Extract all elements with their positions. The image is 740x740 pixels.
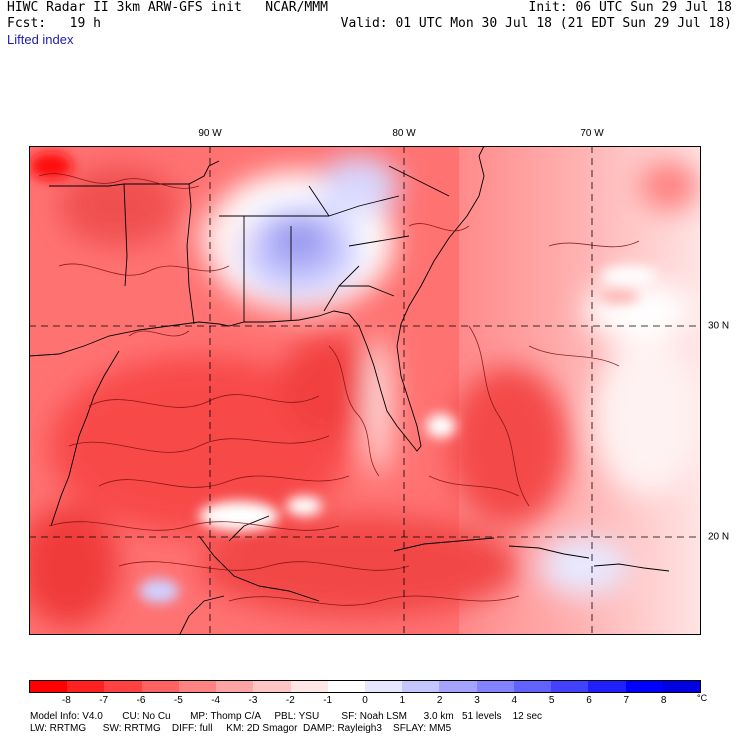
lon-label-80w: 80 W <box>392 128 416 139</box>
model-info-line-2: LW: RRTMG SW: RRTMG DIFF: full KM: 2D Sm… <box>30 723 452 734</box>
lat-label-30n: 30 N <box>708 320 730 332</box>
colorbar-box <box>30 681 68 692</box>
colorbar-tick-label: 1 <box>399 695 406 706</box>
colorbar-tick-label: 6 <box>586 695 592 706</box>
colorbar-box <box>253 681 291 692</box>
lon-label-70w: 70 W <box>580 128 604 139</box>
colorbar-box <box>662 681 700 692</box>
init-time: Init: 06 UTC Sun 29 Jul 18 <box>528 0 733 15</box>
colorbar-box <box>178 681 217 692</box>
colorbar <box>29 680 701 693</box>
colorbar-tick-label: -3 <box>248 695 258 706</box>
contour-lines <box>38 173 640 606</box>
colorbar-tick-label: 3 <box>474 695 480 706</box>
colorbar-box <box>625 681 663 692</box>
colorbar-tick-label: 8 <box>660 695 667 706</box>
colorbar-box <box>588 681 626 692</box>
colorbar-tick-label: -4 <box>211 695 221 706</box>
colorbar-box <box>290 681 328 692</box>
valid-time: Valid: 01 UTC Mon 30 Jul 18 (21 EDT Sun … <box>340 16 732 31</box>
chart-title: HIWC Radar II 3km ARW-GFS init NCAR/MMM <box>7 0 328 15</box>
colorbar-tick-label: -1 <box>323 695 333 706</box>
forecast-hour: Fcst: 19 h <box>7 16 101 31</box>
colorbar-tick-label: 2 <box>436 695 443 706</box>
colorbar-box <box>216 681 254 692</box>
colorbar-box <box>402 681 440 692</box>
colorbar-tick-label: -2 <box>285 695 295 706</box>
lon-label-90w: 90 W <box>198 128 222 139</box>
colorbar-box <box>104 681 142 692</box>
colorbar-box <box>551 681 589 692</box>
map-field <box>29 146 701 635</box>
colorbar-box <box>476 681 514 692</box>
lifted-index-map <box>29 146 701 635</box>
map-frame <box>29 146 701 635</box>
coastlines-and-borders <box>29 146 670 635</box>
colorbar-tick-label: -6 <box>136 695 146 706</box>
colorbar-box <box>439 681 477 692</box>
colorbar-unit: °C <box>697 693 708 703</box>
colorbar-box <box>327 681 365 692</box>
colorbar-tick-label: 5 <box>548 695 555 706</box>
lat-lon-grid <box>29 146 701 635</box>
colorbar-tick-label: -5 <box>173 695 183 706</box>
colorbar-tick-label: 4 <box>511 695 518 706</box>
colorbar-box <box>141 681 179 692</box>
model-info-line-1: Model Info: V4.0 CU: No Cu MP: Thomp C/A… <box>30 711 543 722</box>
colorbar-tick-label: 0 <box>362 695 368 706</box>
colorbar-box <box>513 681 552 692</box>
colorbar-tick-label: -8 <box>61 695 71 706</box>
lat-label-20n: 20 N <box>708 531 730 543</box>
variable-name: Lifted index <box>7 32 74 47</box>
colorbar-box <box>67 681 105 692</box>
colorbar-box <box>364 681 403 692</box>
colorbar-tick-label: 7 <box>623 695 630 706</box>
colorbar-tick-label: -7 <box>99 695 109 706</box>
